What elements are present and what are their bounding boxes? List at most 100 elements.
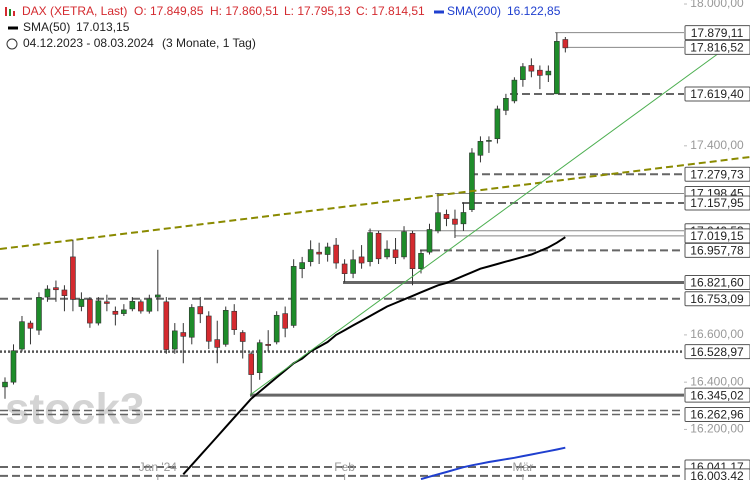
ohlc: H: 17.860,51: [210, 4, 279, 18]
candle-body: [155, 294, 161, 298]
candle-body: [87, 299, 93, 324]
candle-body: [121, 309, 127, 314]
legend-label: SMA(200): [447, 4, 501, 18]
legend-label: SMA(50): [23, 20, 70, 34]
candle-body: [333, 244, 339, 264]
level-label: 17.816,52: [690, 41, 744, 55]
icon: [5, 7, 7, 16]
candle-body: [95, 300, 102, 324]
candle-body: [392, 249, 399, 258]
candle-body: [188, 307, 195, 338]
watermark: stock3: [5, 385, 144, 434]
period: (3 Monate, 1 Tag): [162, 36, 256, 50]
ohlc: L: 17.795,13: [284, 4, 351, 18]
candle-body: [138, 301, 144, 312]
candle-body: [10, 350, 17, 383]
level-label: 16.262,96: [690, 408, 744, 422]
y-tick-label: 16.600,00: [690, 327, 744, 341]
y-tick-label: 16.200,00: [690, 422, 744, 436]
candle-body: [197, 306, 204, 315]
level-label: 16.528,97: [690, 345, 744, 359]
level-label-box: [684, 166, 750, 182]
level-label-box: [684, 25, 750, 41]
icon: [9, 9, 11, 16]
candle-body: [256, 342, 263, 374]
candle-body: [367, 232, 373, 262]
candle-body: [452, 218, 458, 225]
level-label: 17.619,40: [690, 87, 744, 101]
candle-body: [44, 288, 51, 298]
legend-value: 16.122,85: [507, 4, 561, 18]
x-tick-label: Feb: [334, 460, 355, 474]
candle-body: [350, 259, 356, 274]
candle-body: [70, 256, 76, 300]
sma-line: [420, 446, 566, 480]
candle-body: [282, 313, 288, 329]
candle-body: [61, 289, 68, 296]
level-label-box: [684, 86, 750, 102]
candle-body: [316, 251, 322, 255]
candle-body: [2, 381, 8, 388]
candle-body: [528, 65, 535, 72]
candle-body: [503, 98, 509, 111]
level-label-box: [684, 387, 750, 403]
x-tick-label: Jan '24: [139, 460, 178, 474]
candle-body: [180, 332, 187, 337]
candle-body: [443, 214, 450, 219]
candle-body: [27, 322, 34, 329]
level-label: 17.879,11: [691, 26, 744, 40]
legend-value: 17.013,15: [76, 20, 130, 34]
candle-body: [307, 249, 314, 262]
level-label-box: [684, 275, 750, 291]
candle-body: [248, 353, 255, 375]
candle-body: [537, 69, 543, 76]
trend-line: [0, 156, 750, 250]
candle-body: [129, 301, 136, 310]
candle-body: [469, 152, 475, 210]
candle-body: [290, 266, 297, 326]
level-label-box: [684, 39, 750, 55]
plot: [0, 3, 687, 480]
candle-body: [163, 301, 170, 350]
level-label-box: [684, 228, 750, 244]
candle-body: [401, 231, 407, 258]
candle-body: [486, 140, 492, 142]
candle-body: [435, 212, 441, 232]
candle-body: [104, 301, 110, 304]
level-label: 16.753,09: [690, 292, 744, 306]
candle-body: [53, 287, 59, 291]
clock-icon: [6, 38, 18, 50]
candle-body: [384, 248, 390, 258]
candle-body: [460, 212, 467, 225]
candle-body: [562, 39, 569, 49]
candle-body: [375, 232, 382, 260]
x-tick-label: Mär: [513, 460, 534, 474]
header: DAX (XETRA, Last) O: 17.849,85 H: 17.860…: [5, 4, 561, 50]
candle-body: [341, 263, 348, 274]
candle-body: [554, 41, 560, 95]
level-label: 16.821,60: [690, 276, 744, 290]
candle-body: [409, 232, 416, 270]
candle-body: [358, 256, 365, 264]
instrument: DAX (XETRA, Last): [22, 4, 127, 18]
candle-body: [112, 310, 119, 315]
date-range: 04.12.2023 - 08.03.2024: [23, 36, 154, 50]
level-label-box: [684, 195, 750, 211]
y-tick-label: 18.000,00: [690, 0, 744, 10]
icon: [13, 11, 15, 16]
sma-line: [182, 236, 566, 475]
candle-body: [299, 262, 305, 270]
level-label-box: [684, 468, 750, 480]
level-label: 17.019,15: [690, 229, 744, 243]
candle-body: [265, 344, 271, 346]
level-label: 17.157,95: [690, 196, 744, 210]
y-tick-label: 16.400,00: [690, 374, 744, 388]
level-label: 16.345,02: [690, 388, 744, 402]
trend-line: [249, 44, 731, 396]
level-label-box: [684, 291, 750, 307]
candle-body: [520, 66, 526, 80]
candle-body: [172, 330, 178, 350]
candle-body: [324, 246, 331, 255]
candle-body: [494, 108, 501, 140]
